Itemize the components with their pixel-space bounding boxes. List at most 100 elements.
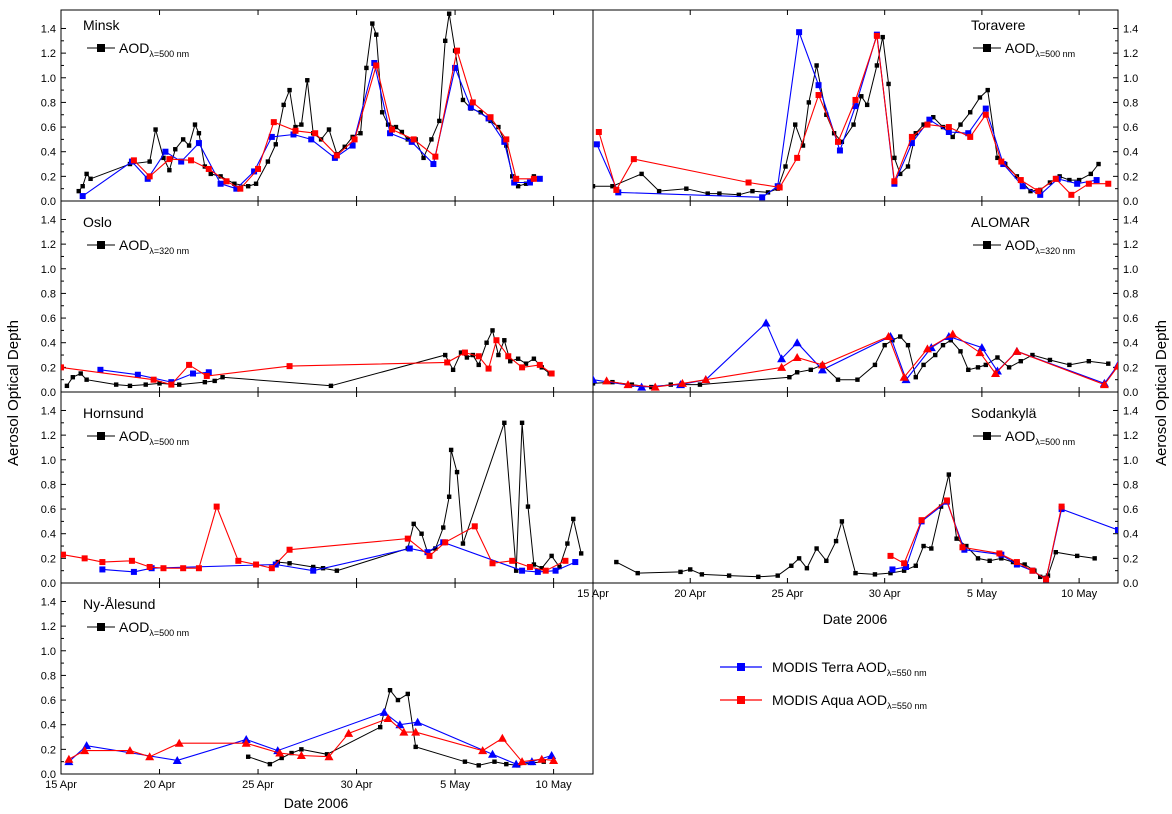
aqua-point bbox=[776, 184, 783, 191]
ground-point bbox=[387, 688, 393, 693]
terra-point bbox=[1019, 183, 1026, 190]
ground-point bbox=[281, 102, 286, 108]
aqua-point bbox=[959, 544, 966, 551]
ground-point bbox=[839, 519, 845, 524]
aqua-point bbox=[373, 62, 380, 69]
ground-point bbox=[946, 472, 952, 477]
ground-point bbox=[273, 142, 278, 147]
ground-point bbox=[765, 190, 771, 195]
y-tick-label: 0.8 bbox=[41, 288, 56, 300]
ground-point bbox=[342, 144, 347, 149]
ground-point bbox=[921, 122, 926, 127]
aqua-point bbox=[530, 175, 537, 182]
ground-point bbox=[504, 143, 509, 148]
terra-point bbox=[233, 185, 240, 192]
aqua-point bbox=[998, 158, 1005, 165]
y-tick-label: 1.2 bbox=[1123, 48, 1138, 60]
ground-point bbox=[253, 181, 259, 186]
ground-point bbox=[756, 574, 761, 580]
aqua-point bbox=[188, 157, 195, 164]
ground-point bbox=[379, 110, 385, 115]
plot-area bbox=[61, 420, 584, 575]
ground-point bbox=[985, 87, 990, 93]
aqua-point bbox=[411, 727, 421, 736]
ground-point bbox=[966, 367, 971, 373]
ground-point bbox=[525, 504, 531, 509]
aqua-point bbox=[792, 352, 802, 361]
plot-area bbox=[61, 328, 555, 389]
aqua-point bbox=[130, 157, 137, 164]
aqua-point bbox=[461, 349, 468, 356]
ground-point bbox=[478, 110, 483, 115]
x-tick-label: 15 Apr bbox=[45, 779, 77, 791]
aqua-point bbox=[223, 178, 230, 185]
ground-point bbox=[736, 192, 742, 198]
aod-legend-label: AODλ=500 nm bbox=[1005, 428, 1075, 447]
ground-point bbox=[639, 171, 644, 177]
panel-alomar: 0.0 0.2 0.4 0.6 0.8 1.0 1.2 1.4 ALOMAR AODλ=320 n… bbox=[592, 200, 1138, 399]
ground-point bbox=[578, 551, 584, 556]
ground-line bbox=[593, 36, 1099, 196]
ground-point bbox=[814, 63, 819, 68]
ground-point bbox=[299, 747, 304, 752]
terra-point bbox=[413, 717, 423, 726]
ground-point bbox=[775, 573, 780, 578]
aqua-point bbox=[901, 560, 908, 567]
legend-terra-marker bbox=[737, 663, 745, 671]
y-tick-label: 0.4 bbox=[1123, 338, 1138, 350]
aqua-point bbox=[1058, 503, 1065, 510]
panel-sodankyla: 0.0 0.2 0.4 0.6 0.8 1.0 1.2 1.4 15 Apr 20 Apr 25 A… bbox=[577, 391, 1138, 600]
ground-point bbox=[958, 122, 963, 127]
ground-point bbox=[931, 115, 936, 120]
panel-frame bbox=[592, 391, 1119, 584]
terra-point bbox=[511, 759, 521, 768]
ground-point bbox=[186, 143, 192, 148]
ground-point bbox=[437, 118, 442, 124]
ground-point bbox=[901, 568, 907, 573]
aqua-point bbox=[275, 748, 285, 757]
ground-point bbox=[678, 569, 683, 575]
y-tick-label: 0.6 bbox=[41, 504, 56, 516]
ground-point bbox=[113, 382, 119, 387]
y-tick-label: 0.6 bbox=[41, 695, 56, 707]
x-tick-label: 5 May bbox=[967, 588, 997, 600]
terra-point bbox=[452, 64, 459, 71]
ground-point bbox=[999, 556, 1004, 561]
ground-line bbox=[277, 422, 582, 572]
y-tick-label: 0.0 bbox=[1123, 196, 1138, 208]
ground-point bbox=[787, 375, 792, 380]
aqua-point bbox=[128, 557, 135, 564]
ground-point bbox=[460, 541, 466, 546]
aqua-point bbox=[186, 361, 193, 368]
aqua-point bbox=[444, 359, 451, 366]
aqua-point bbox=[410, 136, 417, 143]
aqua-point bbox=[562, 557, 569, 564]
ground-point bbox=[835, 377, 841, 382]
ground-point bbox=[446, 11, 452, 16]
ground-point bbox=[531, 562, 537, 567]
ground-point bbox=[378, 724, 383, 730]
y-tick-label: 0.6 bbox=[1123, 504, 1138, 516]
ground-point bbox=[898, 171, 903, 177]
ground-point bbox=[948, 338, 953, 343]
y-tick-label: 0.4 bbox=[41, 147, 56, 159]
ground-point bbox=[78, 371, 83, 376]
ground-point bbox=[940, 124, 946, 130]
ground-point bbox=[519, 420, 525, 426]
ground-point bbox=[1030, 352, 1035, 358]
aqua-point bbox=[1085, 180, 1092, 187]
terra-point bbox=[79, 193, 86, 200]
ground-point bbox=[232, 181, 237, 186]
ground-point bbox=[750, 188, 755, 194]
ground-point bbox=[656, 188, 662, 194]
ground-point bbox=[697, 382, 703, 387]
terra-point bbox=[965, 130, 972, 137]
ground-point bbox=[450, 367, 456, 373]
aqua-point bbox=[454, 47, 461, 54]
aqua-point bbox=[64, 754, 74, 763]
ground-point bbox=[218, 174, 223, 179]
aqua-point bbox=[404, 535, 411, 542]
ground-point bbox=[789, 563, 794, 568]
terra-point bbox=[852, 103, 859, 110]
y-tick-label: 1.2 bbox=[1123, 239, 1138, 251]
